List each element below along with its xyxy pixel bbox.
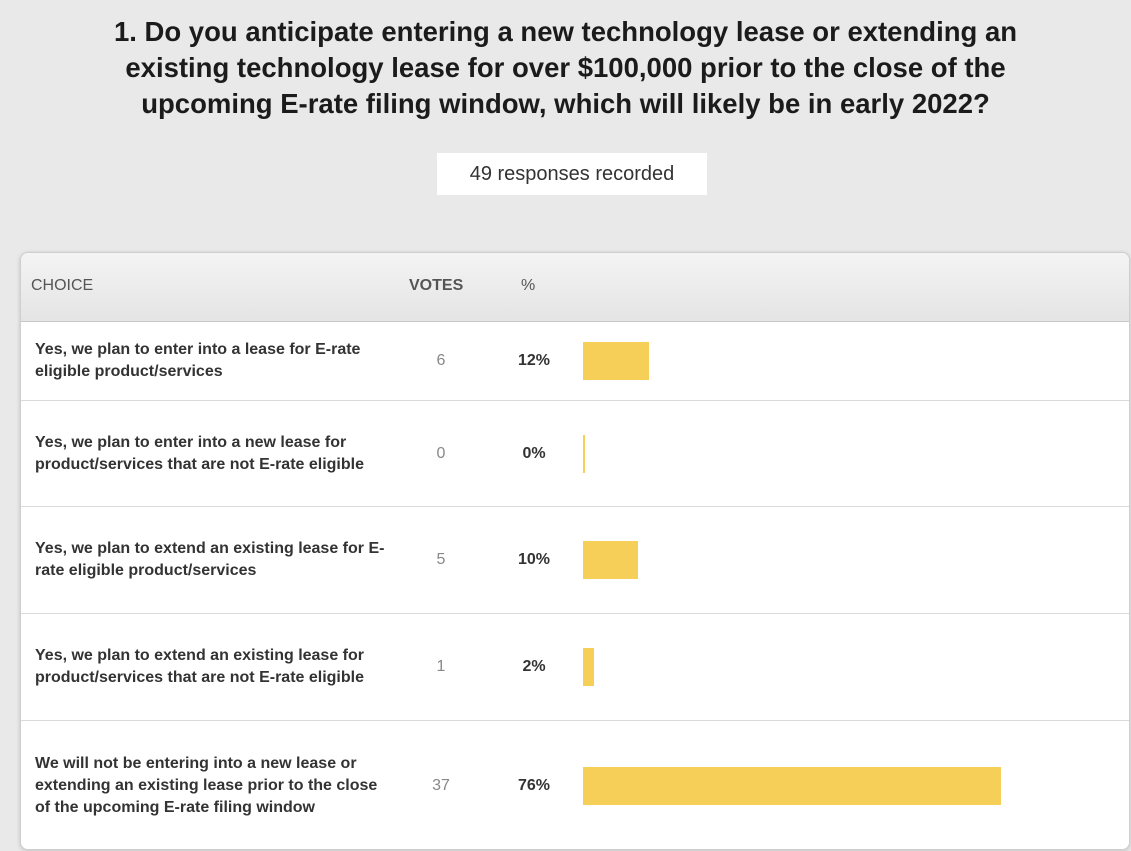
header-percent: % xyxy=(521,277,536,294)
vote-percent: 76% xyxy=(517,776,551,794)
table-row: We will not be entering into a new lease… xyxy=(21,721,1129,849)
table-header: CHOICE VOTES % xyxy=(21,253,1129,322)
result-bar xyxy=(583,434,585,473)
table-row: Yes, we plan to extend an existing lease… xyxy=(21,614,1129,721)
vote-count: 5 xyxy=(436,551,446,568)
choice-text: Yes, we plan to extend an existing lease… xyxy=(35,540,385,579)
table-row: Yes, we plan to extend an existing lease… xyxy=(21,507,1129,614)
result-bar xyxy=(583,648,594,686)
bar-track xyxy=(583,541,1129,579)
result-bar xyxy=(583,766,1001,805)
bar-track xyxy=(583,342,1129,380)
choice-text: Yes, we plan to enter into a lease for E… xyxy=(35,341,361,380)
vote-percent: 2% xyxy=(522,658,546,675)
choice-text: We will not be entering into a new lease… xyxy=(35,754,378,816)
vote-percent: 0% xyxy=(522,444,546,462)
question-line-1: 1. Do you anticipate entering a new tech… xyxy=(113,16,1018,47)
question-title: 1. Do you anticipate entering a new tech… xyxy=(0,14,1131,122)
question-line-2: existing technology lease for over $100,… xyxy=(125,52,1006,83)
choice-text: Yes, we plan to extend an existing lease… xyxy=(35,647,364,686)
table-row: Yes, we plan to enter into a new lease f… xyxy=(21,401,1129,507)
vote-percent: 10% xyxy=(517,551,551,568)
result-bar xyxy=(583,342,649,380)
table-row: Yes, we plan to enter into a lease for E… xyxy=(21,322,1129,401)
vote-count: 6 xyxy=(436,352,446,369)
header-choice: CHOICE xyxy=(31,277,94,294)
results-table: CHOICE VOTES % Yes, we plan to enter int… xyxy=(20,252,1130,850)
result-bar xyxy=(583,541,638,579)
responses-count: 49 responses recorded xyxy=(437,153,707,195)
vote-count: 37 xyxy=(432,776,450,794)
choice-text: Yes, we plan to enter into a new lease f… xyxy=(35,433,364,473)
question-line-3: upcoming E-rate filing window, which wil… xyxy=(141,88,990,119)
header-votes: VOTES xyxy=(409,277,464,294)
bar-track xyxy=(583,434,1129,473)
bar-track xyxy=(583,648,1129,686)
vote-count: 0 xyxy=(436,444,446,462)
vote-percent: 12% xyxy=(517,352,551,369)
bar-track xyxy=(583,766,1129,805)
vote-count: 1 xyxy=(436,658,446,675)
